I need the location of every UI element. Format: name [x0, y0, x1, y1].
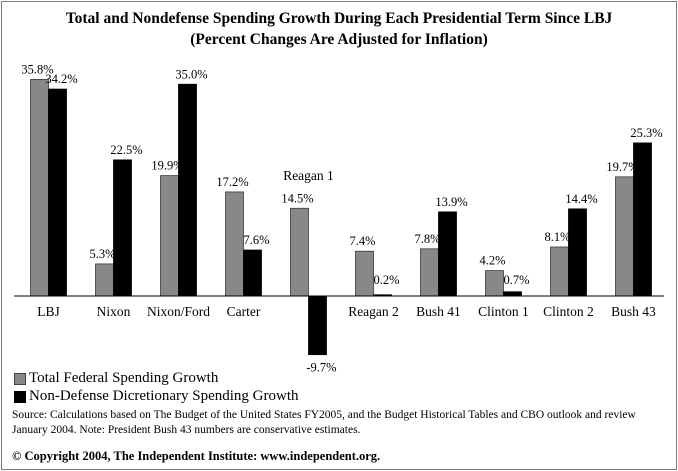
category-label-reagan-1: Reagan 1 [283, 168, 334, 183]
category-label-bush-43: Bush 43 [611, 304, 656, 319]
data-label-total-carter: 17.2% [216, 175, 248, 189]
category-label-carter: Carter [227, 304, 261, 319]
category-label-lbj: LBJ [37, 304, 60, 319]
data-label-nondefense-clinton-1: 0.7% [503, 273, 529, 287]
category-label-nixon-ford: Nixon/Ford [147, 304, 210, 319]
source-note: Source: Calculations based on The Budget… [12, 409, 636, 436]
data-label-total-reagan-2: 7.4% [349, 234, 375, 248]
data-label-total-bush-41: 7.8% [414, 232, 440, 246]
data-label-total-bush-43: 19.7% [606, 160, 638, 174]
legend-item-nondefense: Non-Defense Dicretionary Spending Growth [14, 388, 299, 405]
data-label-nondefense-reagan-1: -9.7% [306, 361, 336, 375]
data-label-total-clinton-2: 8.1% [544, 230, 570, 244]
bar-total-reagan-1 [290, 207, 309, 297]
data-label-nondefense-lbj: 34.2% [45, 72, 77, 86]
data-label-nondefense-carter: 7.6% [243, 233, 269, 247]
bar-total-carter [225, 191, 244, 297]
bar-nondefense-clinton-2 [568, 208, 587, 297]
data-label-nondefense-nixon: 22.5% [110, 143, 142, 157]
category-label-bush-41: Bush 41 [416, 304, 461, 319]
data-label-nondefense-reagan-2: 0.2% [373, 273, 399, 287]
category-label-reagan-2: Reagan 2 [348, 304, 399, 319]
category-label-nixon: Nixon [97, 304, 131, 319]
bar-total-clinton-1 [485, 270, 504, 297]
bar-total-nixon [95, 263, 114, 297]
bar-total-clinton-2 [550, 246, 569, 297]
data-label-nondefense-nixon-ford: 35.0% [175, 67, 207, 81]
data-label-total-nixon: 5.3% [89, 247, 115, 261]
data-label-total-lbj: 35.8% [21, 62, 53, 76]
bar-total-bush-41 [420, 248, 439, 297]
chart-subtitle: (Percent Changes Are Adjusted for Inflat… [190, 31, 488, 48]
category-label-clinton-2: Clinton 2 [543, 304, 594, 319]
legend-swatch-nondefense [14, 390, 26, 403]
bar-nondefense-nixon-ford [178, 83, 197, 297]
category-label-clinton-1: Clinton 1 [478, 304, 529, 319]
data-label-total-reagan-1: 14.5% [281, 191, 313, 205]
data-label-nondefense-bush-41: 13.9% [435, 195, 467, 209]
bar-total-reagan-2 [355, 250, 374, 297]
bar-total-lbj [30, 79, 49, 297]
bar-nondefense-lbj [48, 88, 67, 297]
bar-total-bush-43 [615, 176, 634, 297]
bar-nondefense-bush-41 [438, 211, 457, 297]
data-label-total-clinton-1: 4.2% [479, 254, 505, 268]
bar-nondefense-clinton-1 [503, 291, 522, 297]
bar-nondefense-nixon [113, 159, 132, 297]
data-label-nondefense-bush-43: 25.3% [630, 126, 662, 140]
data-label-nondefense-clinton-2: 14.4% [565, 192, 597, 206]
chart-title: Total and Nondefense Spending Growth Dur… [65, 10, 613, 27]
bar-total-nixon-ford [160, 175, 179, 297]
legend-item-total: Total Federal Spending Growth [14, 370, 218, 387]
bar-chart: 35.8%34.2% LBJ 5.3% 22.5% Nixon 19.9% 35.0% Nix… [14, 62, 664, 375]
bar-nondefense-carter [243, 249, 262, 297]
legend-label-nondefense: Non-Defense Dicretionary Spending Growth [29, 388, 299, 404]
copyright: © Copyright 2004, The Independent Instit… [12, 449, 381, 463]
data-label-total-nixon-ford: 19.9% [151, 159, 183, 173]
legend-swatch-total [14, 372, 26, 385]
bar-nondefense-reagan-1 [308, 295, 327, 356]
legend-label-total: Total Federal Spending Growth [29, 370, 219, 386]
